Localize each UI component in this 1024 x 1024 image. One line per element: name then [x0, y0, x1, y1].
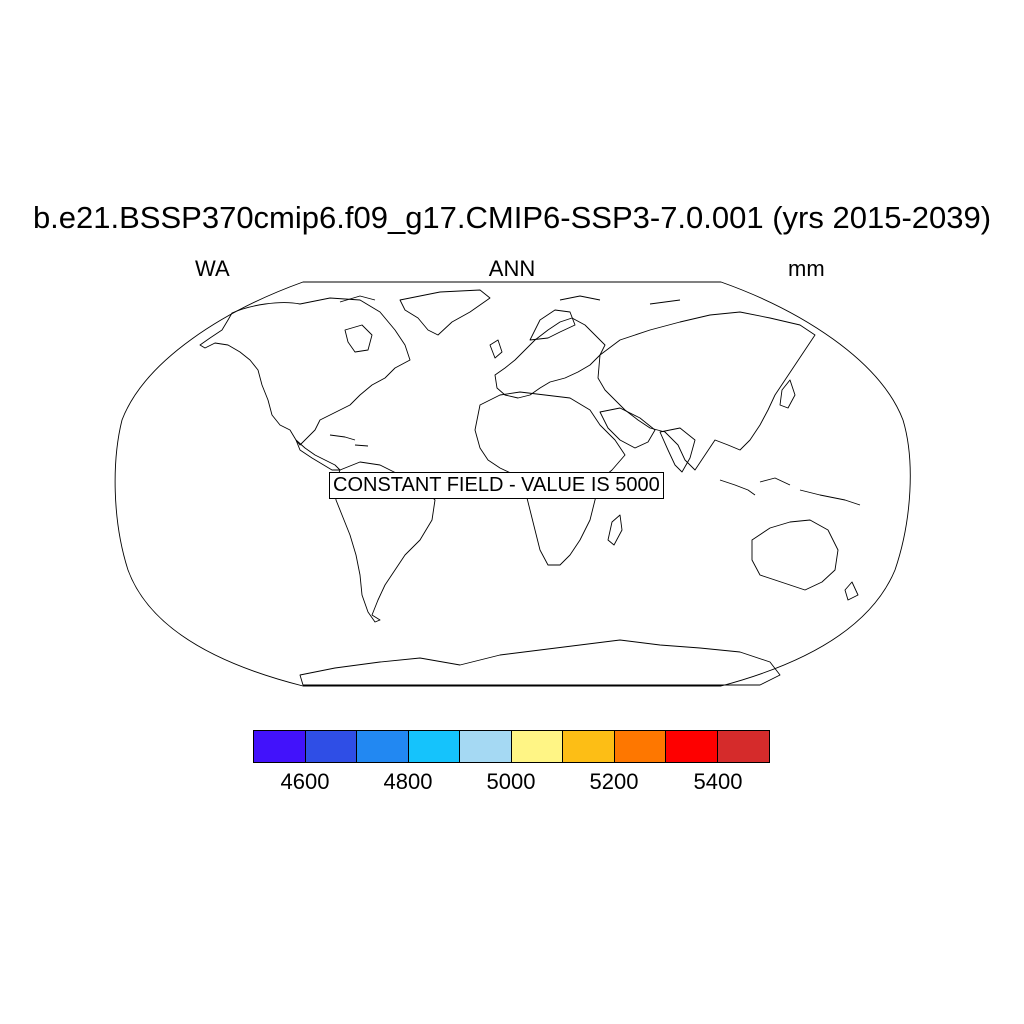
greenland-outline: [399, 289, 491, 336]
north-america-outline: [199, 297, 411, 446]
india-outline: [659, 427, 696, 473]
colorbar-swatch: [254, 731, 306, 762]
map-boundary: [114, 281, 911, 687]
colorbar-swatch: [305, 731, 357, 762]
plot-title: b.e21.BSSP370cmip6.f09_g17.CMIP6-SSP3-7.…: [32, 200, 992, 235]
colorbar-swatch: [408, 731, 460, 762]
central-america-outline: [295, 439, 341, 471]
colorbar-swatch: [563, 731, 615, 762]
variable-label: WA: [195, 256, 230, 281]
colorbar: [253, 730, 770, 763]
units-label: mm: [788, 256, 825, 281]
madagascar-outline: [607, 514, 623, 546]
africa-outline: [474, 391, 626, 566]
colorbar-swatch: [511, 731, 563, 762]
colorbar-tick-label: 4800: [383, 769, 433, 794]
colorbar-swatch: [357, 731, 409, 762]
colorbar-tick-label: 5200: [589, 769, 639, 794]
constant-field-annotation: CONSTANT FIELD - VALUE IS 5000: [329, 472, 664, 499]
hudson-bay-outline: [344, 324, 373, 353]
asia-outline: [597, 311, 816, 471]
europe-outline: [494, 317, 606, 399]
arabian-peninsula-outline: [599, 407, 656, 449]
colorbar-swatch: [717, 731, 769, 762]
colorbar-tick-label: 5400: [693, 769, 743, 794]
colorbar-tick-label: 5000: [486, 769, 536, 794]
colorbar-swatch: [460, 731, 512, 762]
colorbar-swatch: [666, 731, 718, 762]
australia-outline: [751, 519, 839, 591]
season-label: ANN: [488, 256, 536, 281]
colorbar-tick-label: 4600: [280, 769, 330, 794]
colorbar-swatch: [614, 731, 666, 762]
japan-outline: [779, 379, 796, 409]
antarctica-outline: [299, 639, 781, 686]
